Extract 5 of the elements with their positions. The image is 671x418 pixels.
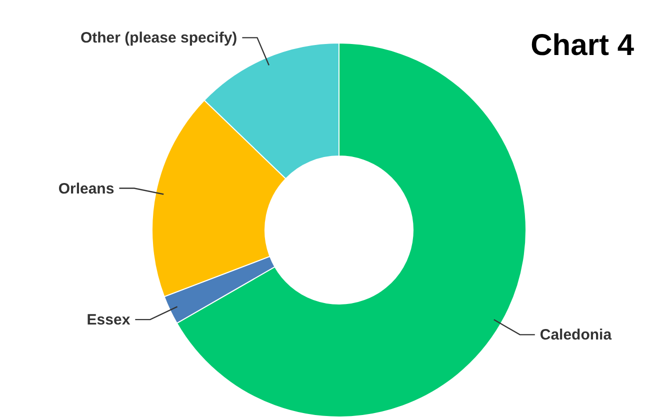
slice-label: Caledonia [540, 326, 612, 344]
slice-label: Essex [86, 312, 131, 329]
slice-label: Other (please specify) [80, 30, 238, 47]
slice-label: Orleans [58, 180, 114, 198]
chart-title: Chart 4 [530, 29, 634, 62]
